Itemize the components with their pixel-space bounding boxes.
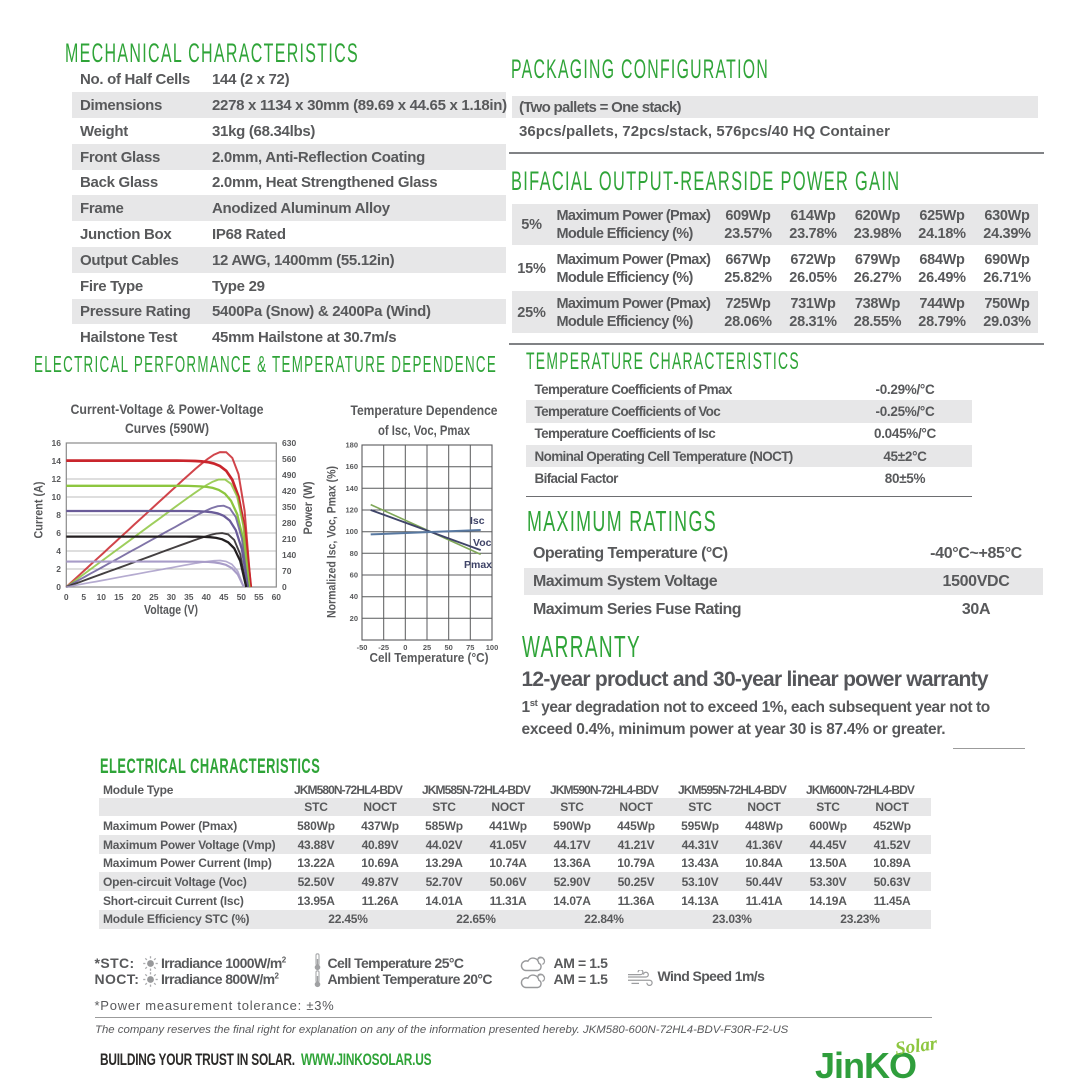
svg-text:Curves (590W): Curves (590W) [125, 420, 209, 436]
svg-text:14: 14 [52, 456, 62, 466]
svg-text:16: 16 [52, 438, 62, 448]
svg-text:40: 40 [350, 592, 358, 601]
svg-text:55: 55 [254, 592, 264, 602]
svg-text:140: 140 [345, 484, 358, 493]
svg-text:8: 8 [56, 510, 61, 520]
svg-text:-50: -50 [357, 643, 368, 652]
svg-text:Current-Voltage & Power-Voltag: Current-Voltage & Power-Voltage [71, 401, 264, 417]
svg-text:350: 350 [282, 502, 296, 512]
svg-text:160: 160 [345, 462, 358, 471]
svg-text:10: 10 [52, 492, 62, 502]
svg-text:0: 0 [403, 643, 407, 652]
svg-text:30: 30 [167, 592, 177, 602]
svg-text:0: 0 [64, 592, 69, 602]
svg-text:25: 25 [149, 592, 159, 602]
svg-text:Voltage (V): Voltage (V) [144, 603, 198, 617]
svg-text:60: 60 [350, 571, 358, 580]
svg-text:80: 80 [350, 549, 358, 558]
svg-text:2: 2 [56, 564, 61, 574]
svg-text:280: 280 [282, 518, 296, 528]
svg-text:40: 40 [202, 592, 212, 602]
svg-text:-25: -25 [378, 643, 389, 652]
svg-text:Current (A): Current (A) [34, 481, 46, 538]
svg-text:140: 140 [282, 550, 296, 560]
svg-text:of Isc, Voc, Pmax: of Isc, Voc, Pmax [378, 422, 470, 438]
svg-text:560: 560 [282, 454, 296, 464]
svg-text:35: 35 [184, 592, 194, 602]
svg-text:5: 5 [81, 592, 86, 602]
svg-text:50: 50 [237, 592, 247, 602]
svg-text:45: 45 [219, 592, 229, 602]
svg-text:Voc: Voc [473, 537, 492, 549]
svg-text:0: 0 [282, 582, 287, 592]
svg-text:70: 70 [282, 566, 292, 576]
svg-text:420: 420 [282, 486, 296, 496]
svg-text:100: 100 [345, 527, 358, 536]
svg-text:75: 75 [466, 643, 474, 652]
svg-text:4: 4 [56, 546, 61, 556]
svg-text:490: 490 [282, 470, 296, 480]
svg-text:180: 180 [345, 441, 358, 450]
svg-text:0: 0 [56, 582, 61, 592]
svg-text:25: 25 [423, 643, 431, 652]
svg-text:Cell Temperature (°C): Cell Temperature (°C) [370, 651, 489, 665]
svg-text:50: 50 [445, 643, 453, 652]
svg-text:20: 20 [350, 614, 358, 623]
svg-text:Normalized Isc, Voc, Pmax (%): Normalized Isc, Voc, Pmax (%) [325, 466, 339, 618]
svg-text:10: 10 [97, 592, 107, 602]
svg-text:Temperature Dependence: Temperature Dependence [351, 402, 498, 418]
svg-text:12: 12 [52, 474, 62, 484]
svg-text:Isc: Isc [470, 515, 485, 527]
svg-text:210: 210 [282, 534, 296, 544]
svg-text:Power (W): Power (W) [303, 481, 315, 534]
svg-text:6: 6 [56, 528, 61, 538]
svg-text:60: 60 [272, 592, 282, 602]
svg-text:120: 120 [345, 506, 358, 515]
svg-text:630: 630 [282, 438, 296, 448]
svg-text:Pmax: Pmax [464, 559, 492, 571]
svg-text:20: 20 [132, 592, 142, 602]
svg-text:15: 15 [114, 592, 124, 602]
svg-text:100: 100 [486, 643, 499, 652]
